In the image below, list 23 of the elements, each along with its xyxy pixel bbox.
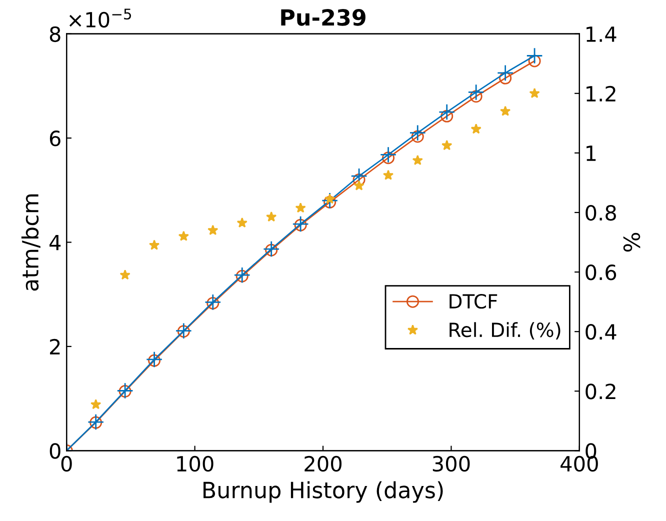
y2-tick-label: 1.2	[586, 86, 616, 102]
y-tick-label: 8	[50, 26, 60, 42]
legend-label: Rel. Dif. (%)	[450, 322, 560, 340]
x-tick-label: 0	[61, 456, 72, 472]
y2-tick-label: 0.4	[586, 324, 616, 340]
y2-axis-title: %	[623, 232, 640, 252]
x-tick-label: 200	[304, 456, 342, 472]
text: ×10$^{−5}$	[69, 8, 131, 28]
y-tick-label: 2	[50, 338, 60, 354]
y2-tick-label: 1.4	[586, 26, 616, 42]
y2-tick-label: 1	[586, 146, 596, 161]
y-axis-title: atm/bcm	[21, 194, 40, 291]
y-tick-label: 6	[50, 130, 60, 146]
y2-tick-label: 0.6	[586, 264, 616, 280]
x-tick-label: 100	[177, 456, 214, 472]
y2-tick-label: 0.8	[586, 204, 616, 221]
legend-label: DTCF	[450, 294, 498, 309]
y-tick-label: 4	[50, 234, 61, 250]
chart-title: Pu-239	[281, 9, 366, 26]
x-tick-label: 300	[432, 456, 470, 472]
y2-tick-label: 0.2	[586, 384, 616, 400]
x-axis-title: Burnup History (days)	[204, 481, 443, 503]
y-tick-label: 0	[50, 443, 60, 459]
